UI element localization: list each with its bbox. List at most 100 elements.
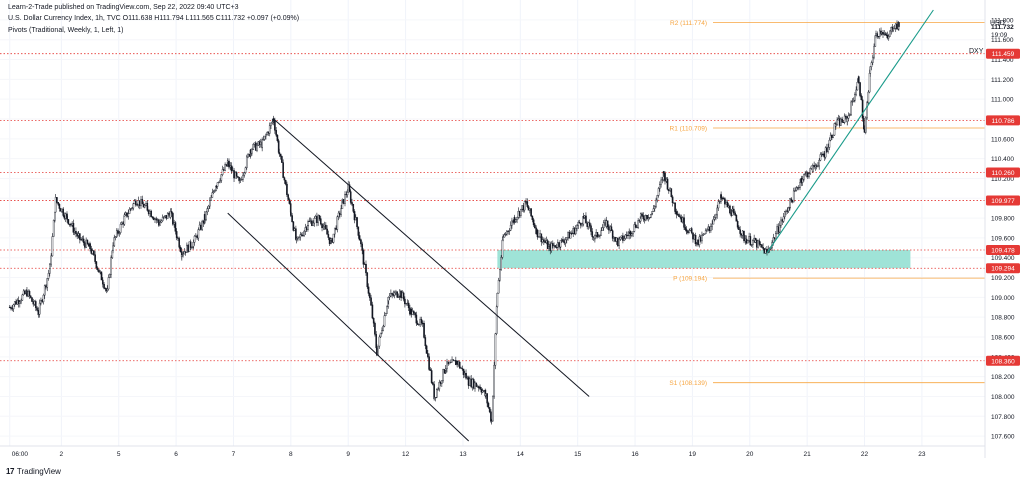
candle[interactable]	[526, 198, 529, 209]
candle[interactable]	[836, 117, 838, 126]
candle[interactable]	[261, 137, 263, 152]
candle[interactable]	[47, 269, 50, 281]
candle[interactable]	[381, 327, 383, 335]
candle[interactable]	[496, 292, 499, 308]
candle[interactable]	[564, 236, 567, 247]
candle[interactable]	[646, 215, 648, 221]
candle[interactable]	[221, 165, 224, 177]
indicator-legend[interactable]: Pivots (Traditional, Weekly, 1, Left, 1)	[8, 27, 124, 34]
candle[interactable]	[884, 31, 887, 36]
candle[interactable]	[803, 173, 805, 182]
candle[interactable]	[818, 158, 821, 170]
candle[interactable]	[96, 266, 99, 272]
candle[interactable]	[182, 251, 184, 258]
candle[interactable]	[876, 31, 879, 39]
candle[interactable]	[690, 226, 693, 235]
candle[interactable]	[101, 277, 104, 288]
candle[interactable]	[193, 234, 196, 246]
candle[interactable]	[852, 97, 855, 103]
candle[interactable]	[636, 225, 638, 229]
candle[interactable]	[396, 291, 399, 299]
candle[interactable]	[472, 377, 475, 390]
candle[interactable]	[657, 186, 660, 198]
candle[interactable]	[118, 231, 121, 237]
candle[interactable]	[201, 219, 203, 231]
candle[interactable]	[882, 30, 884, 39]
candle[interactable]	[787, 206, 790, 213]
candle[interactable]	[619, 236, 622, 241]
candle[interactable]	[673, 202, 675, 204]
candle[interactable]	[390, 289, 392, 298]
candle[interactable]	[117, 228, 119, 236]
candle[interactable]	[857, 75, 860, 84]
candle[interactable]	[851, 98, 854, 106]
candle[interactable]	[537, 236, 540, 238]
candle[interactable]	[209, 197, 211, 210]
candle[interactable]	[197, 227, 200, 242]
candle[interactable]	[217, 181, 220, 184]
candle[interactable]	[357, 226, 360, 239]
candle[interactable]	[795, 185, 798, 192]
candle[interactable]	[29, 295, 32, 299]
candle[interactable]	[576, 224, 578, 232]
candle[interactable]	[809, 167, 812, 176]
candle[interactable]	[664, 171, 666, 185]
candle[interactable]	[724, 197, 726, 208]
candle[interactable]	[372, 317, 375, 327]
candle[interactable]	[870, 60, 873, 71]
candle[interactable]	[413, 309, 415, 316]
candle[interactable]	[281, 155, 283, 164]
candle[interactable]	[371, 301, 374, 320]
candle[interactable]	[256, 142, 258, 153]
candle[interactable]	[866, 100, 868, 120]
candle[interactable]	[610, 223, 613, 231]
candle[interactable]	[331, 237, 334, 243]
candle[interactable]	[302, 232, 304, 237]
candle[interactable]	[303, 230, 305, 237]
drawn-trendlines[interactable]	[227, 9, 934, 442]
candle[interactable]	[734, 210, 736, 216]
candle[interactable]	[89, 242, 91, 252]
candle[interactable]	[58, 203, 61, 212]
candle[interactable]	[546, 238, 549, 250]
candle[interactable]	[461, 365, 464, 371]
candle[interactable]	[757, 239, 759, 249]
candle[interactable]	[100, 272, 103, 281]
candle[interactable]	[429, 367, 432, 372]
candle[interactable]	[93, 250, 95, 257]
candle[interactable]	[599, 234, 601, 239]
candle[interactable]	[414, 312, 416, 318]
candle[interactable]	[219, 178, 221, 184]
candle[interactable]	[534, 222, 536, 229]
candle[interactable]	[841, 116, 843, 123]
candle[interactable]	[833, 122, 836, 136]
candle[interactable]	[446, 358, 448, 373]
candle[interactable]	[251, 147, 253, 156]
candle[interactable]	[43, 284, 46, 299]
candle[interactable]	[177, 236, 179, 241]
candle[interactable]	[494, 332, 497, 370]
candle[interactable]	[661, 177, 664, 184]
candle[interactable]	[565, 237, 568, 244]
candle[interactable]	[893, 24, 896, 30]
candle[interactable]	[383, 311, 386, 328]
candle[interactable]	[344, 191, 346, 207]
candle[interactable]	[632, 231, 634, 237]
candle[interactable]	[423, 320, 425, 339]
candle[interactable]	[453, 360, 456, 362]
instrument-legend[interactable]: U.S. Dollar Currency Index, 1h, TVC O111…	[8, 15, 300, 22]
candle[interactable]	[824, 146, 827, 160]
candle[interactable]	[284, 179, 287, 186]
candle[interactable]	[710, 223, 712, 233]
candle[interactable]	[739, 226, 741, 238]
candle[interactable]	[642, 212, 645, 222]
candle[interactable]	[611, 229, 614, 242]
candle[interactable]	[300, 232, 303, 237]
candle[interactable]	[492, 395, 494, 422]
candle[interactable]	[365, 260, 367, 276]
candle[interactable]	[747, 240, 749, 244]
candle[interactable]	[67, 219, 70, 225]
candle[interactable]	[460, 366, 462, 369]
candle[interactable]	[290, 211, 292, 217]
